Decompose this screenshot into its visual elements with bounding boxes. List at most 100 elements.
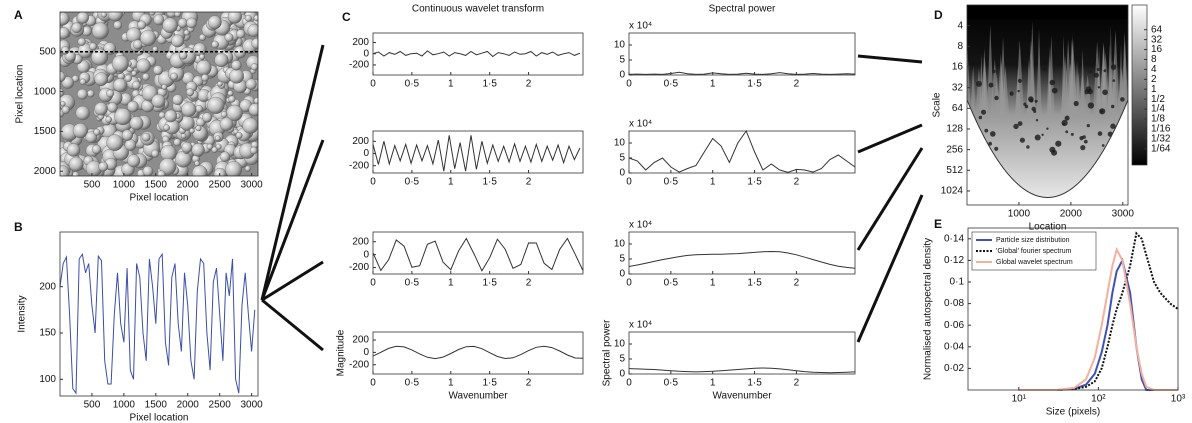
particle — [253, 14, 258, 22]
scalogram-spike — [980, 48, 988, 116]
y-tick-label: 0·04 — [944, 341, 964, 352]
connector — [856, 147, 924, 251]
x-axis-label: Pixel location — [130, 413, 189, 423]
particle — [195, 125, 202, 132]
x-tick-label: 2 — [526, 378, 532, 389]
particle — [244, 14, 252, 22]
particle — [127, 100, 139, 113]
particle — [61, 105, 70, 114]
x-tick-label: 0·5 — [405, 378, 420, 389]
axes-frame — [372, 231, 584, 275]
x-tick-label: 2000 — [1060, 209, 1083, 220]
scalogram-spot — [992, 69, 996, 74]
x-tick-label: 2 — [526, 79, 532, 90]
x-tick-label: 0 — [370, 79, 376, 90]
y-tick-label: 512 — [946, 165, 963, 176]
x-tick-label: 2 — [794, 378, 800, 389]
scalogram-spot — [1019, 137, 1025, 143]
scalogram-spot — [1062, 122, 1065, 126]
scalogram-spot — [1084, 89, 1090, 95]
particle — [181, 141, 193, 153]
particle — [177, 18, 188, 28]
particle — [236, 29, 246, 39]
particle — [220, 111, 228, 118]
particle — [180, 133, 187, 139]
connector — [261, 260, 324, 302]
series-line — [59, 252, 256, 395]
scalogram-spike — [986, 24, 994, 115]
particle — [142, 165, 154, 176]
axes-frame — [628, 331, 856, 375]
y-tick-label: 0 — [619, 70, 625, 81]
x-tick-label: 1000 — [1008, 209, 1031, 220]
scalogram-spot — [988, 141, 992, 146]
x-tick-label: 1 — [448, 378, 454, 389]
particle — [66, 143, 81, 157]
y-tick-label: 128 — [946, 124, 963, 135]
particle — [219, 117, 234, 131]
scalogram-spot — [1089, 70, 1092, 74]
y-tick-label: 5 — [619, 55, 625, 66]
panel-letter: B — [14, 220, 23, 234]
axes-frame — [59, 11, 259, 177]
connector — [260, 139, 325, 301]
particle — [113, 78, 127, 92]
x-tick-label: 3000 — [1112, 209, 1135, 220]
x-tick-label: 1 — [710, 278, 716, 289]
particle — [121, 129, 133, 141]
particle — [161, 84, 168, 90]
particle — [124, 74, 132, 82]
particle — [111, 55, 129, 72]
x-tick-label: 500 — [84, 180, 101, 191]
axes-frame — [966, 4, 1129, 206]
axis-multiplier: x 10⁴ — [629, 220, 652, 231]
scalogram-spot — [1061, 119, 1068, 126]
panel-title: Continuous wavelet transform — [412, 4, 544, 15]
series-line — [372, 345, 584, 360]
y-tick-label: 0 — [619, 269, 625, 280]
particle — [159, 158, 177, 176]
x-axis-label: Location — [1029, 222, 1067, 233]
scalogram-spot — [1097, 131, 1103, 136]
scalogram-spike — [967, 47, 971, 115]
particle — [163, 124, 170, 131]
particle — [151, 149, 160, 158]
scalogram-spike — [1029, 20, 1036, 116]
particle — [91, 48, 109, 66]
x-tick-label: 10³ — [1171, 394, 1186, 405]
particle — [127, 154, 141, 168]
scalogram-spot — [1029, 98, 1034, 103]
y-tick-label: -200 — [349, 60, 369, 71]
y-tick-label: 0·1 — [950, 277, 965, 288]
scalogram-spike — [1107, 42, 1112, 115]
particle — [227, 90, 234, 97]
panel-letter: A — [14, 8, 23, 22]
y-tick-label: 1500 — [34, 126, 57, 137]
series-line — [628, 250, 856, 269]
x-tick-label: 3000 — [240, 180, 263, 191]
y-tick-label: 5 — [619, 254, 625, 265]
y-tick-label: 10 — [614, 40, 626, 51]
axes-frame — [372, 130, 584, 174]
colorbar-label: 2 — [1151, 74, 1157, 85]
scalogram-spike — [1097, 46, 1102, 116]
x-tick-label: 0·5 — [664, 79, 679, 90]
y-axis-label: Magnitude — [336, 329, 347, 376]
particle — [157, 170, 166, 176]
colorbar-label: 1 — [1151, 84, 1157, 95]
particle — [76, 12, 89, 24]
x-tick-label: 0 — [626, 79, 632, 90]
scalogram-spot — [1102, 89, 1108, 96]
scalogram-spot — [1009, 91, 1014, 96]
scalogram-spot — [1111, 104, 1115, 109]
x-tick-label: 0·5 — [664, 378, 679, 389]
particle — [68, 156, 84, 172]
series-line — [1018, 231, 1179, 391]
x-tick-label: 1 — [448, 79, 454, 90]
axes-frame — [967, 227, 1179, 391]
y-axis-label: Scale — [932, 92, 943, 117]
particle — [170, 72, 178, 81]
particle — [106, 89, 115, 98]
